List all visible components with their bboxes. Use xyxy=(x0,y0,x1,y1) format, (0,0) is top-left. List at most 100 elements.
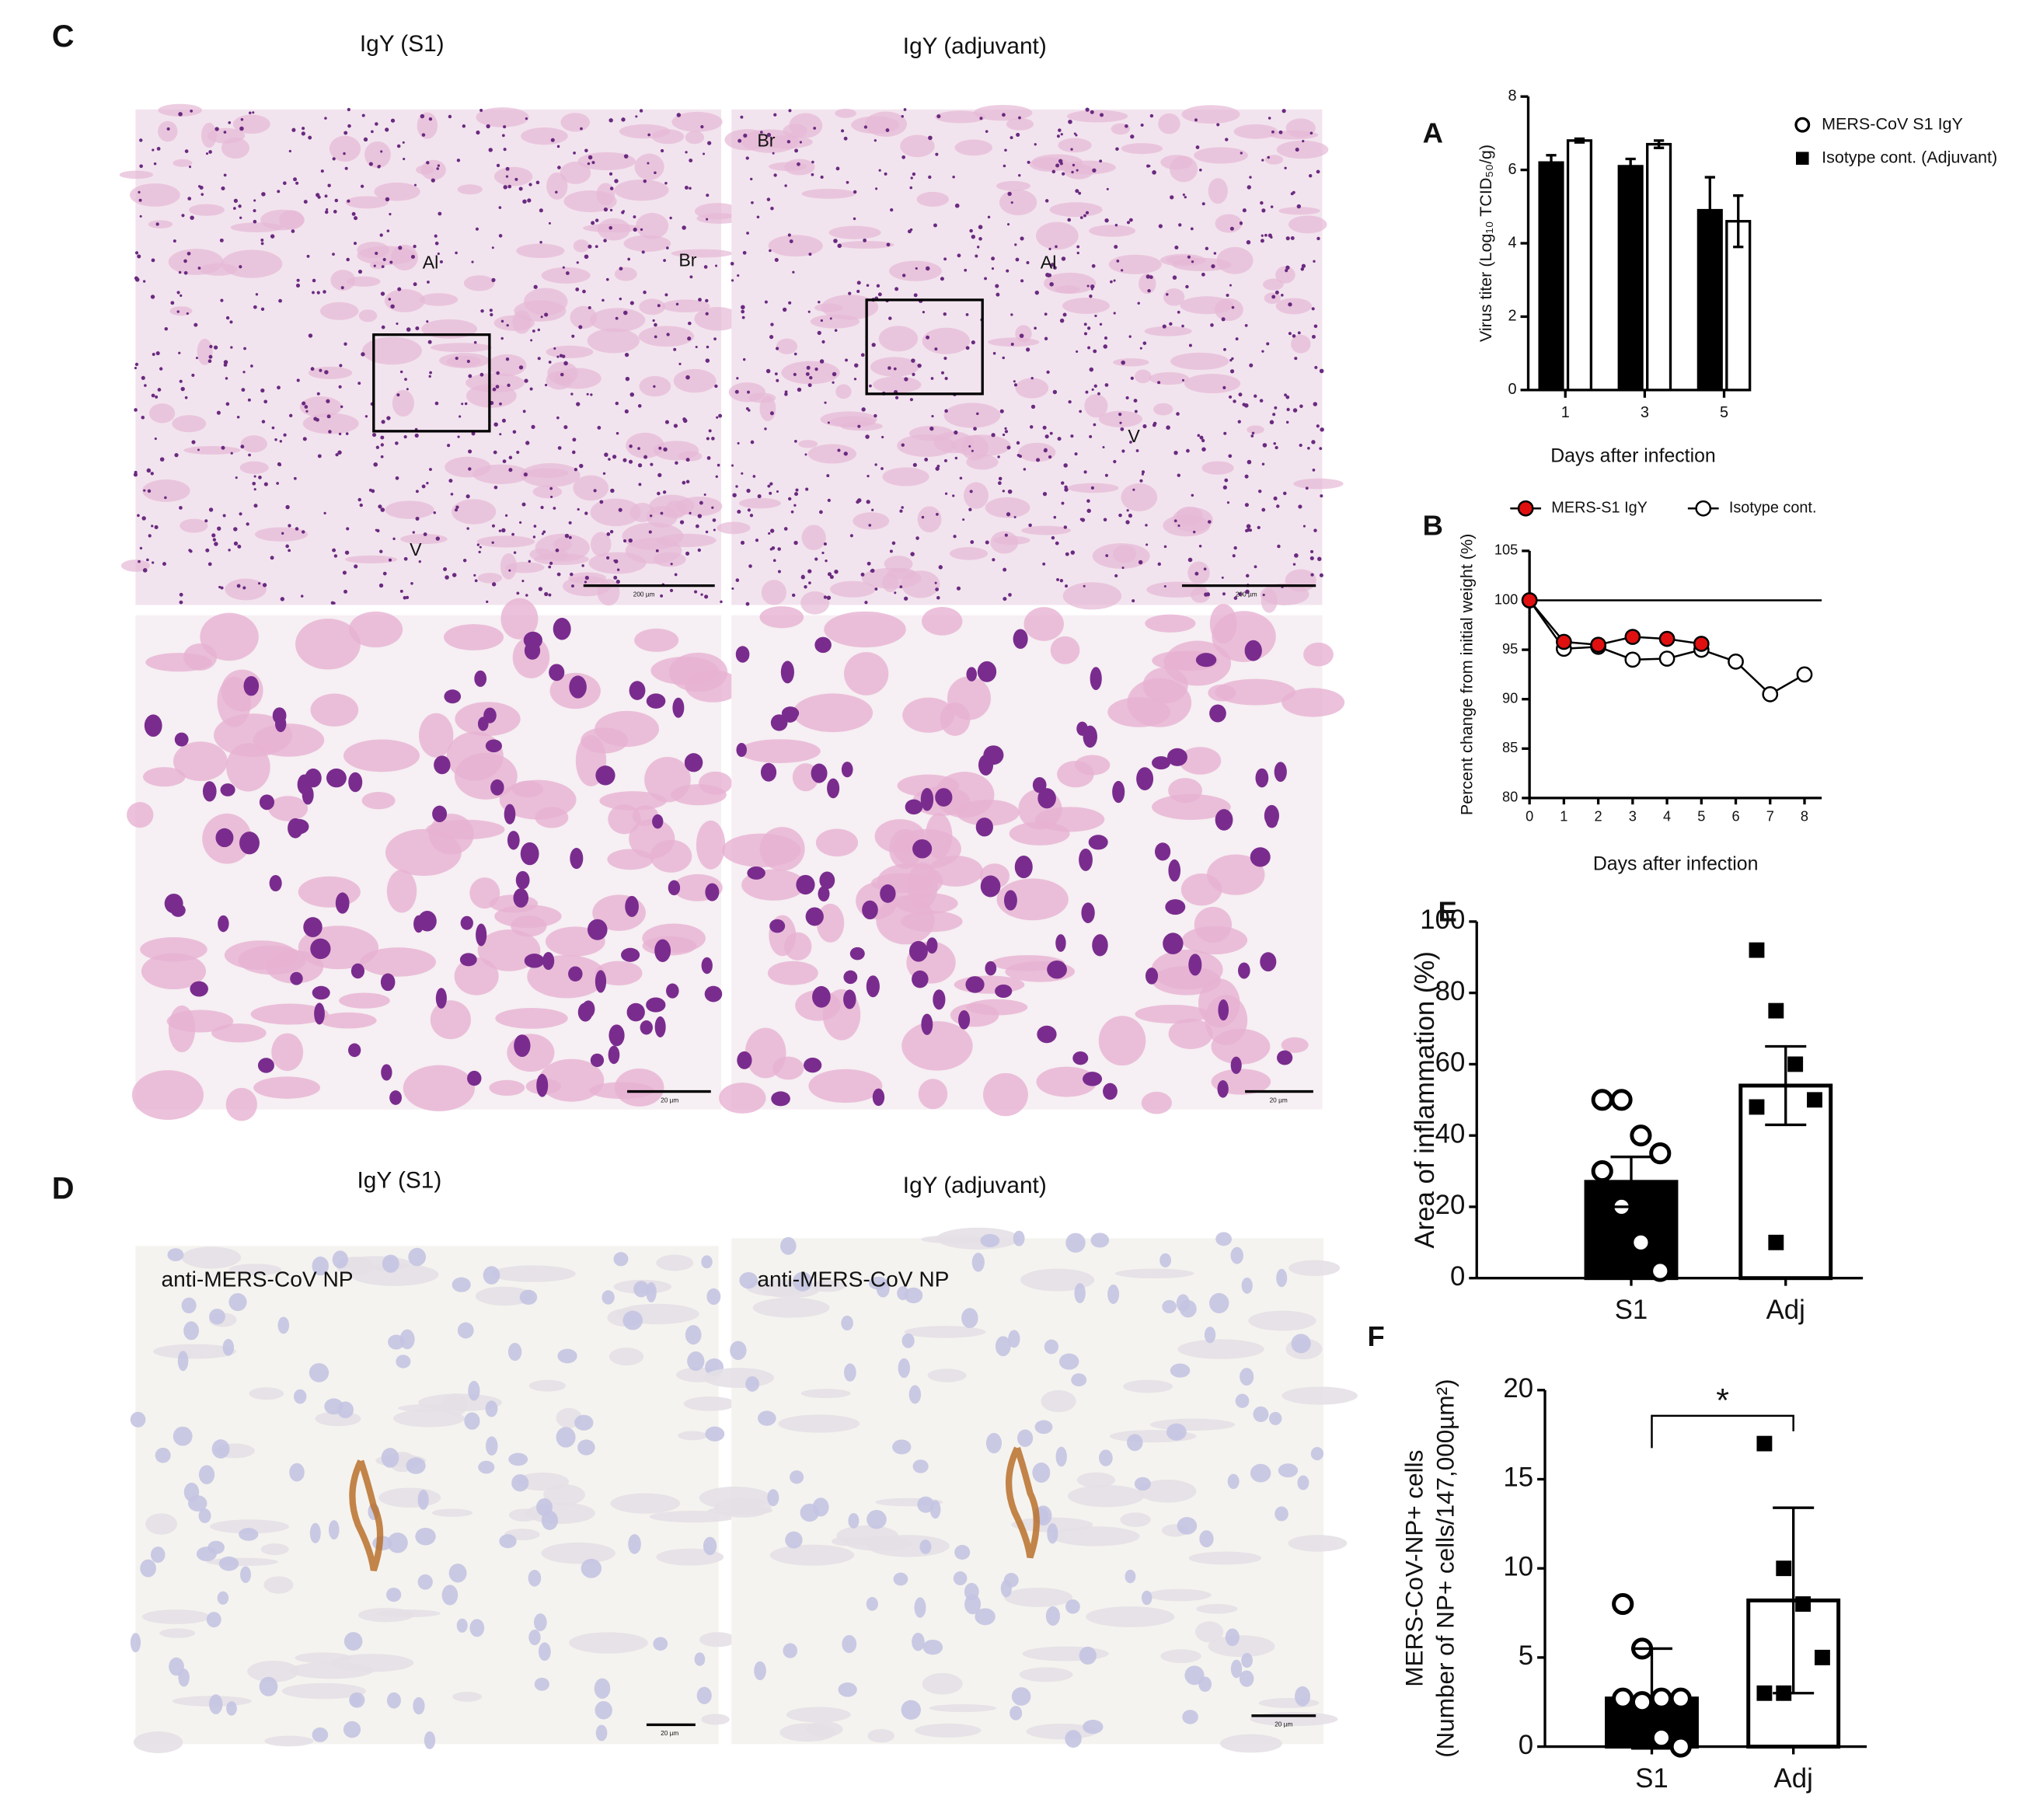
nucleus xyxy=(1278,1463,1299,1478)
nucleus xyxy=(1010,343,1014,347)
nucleus xyxy=(1102,445,1105,449)
nucleus xyxy=(418,560,421,563)
nucleus xyxy=(455,357,459,361)
tissue-strand xyxy=(225,578,267,601)
nucleus xyxy=(628,1534,641,1554)
nucleus xyxy=(312,291,315,295)
nucleus xyxy=(221,186,225,190)
nucleus xyxy=(184,396,188,399)
tissue-strand xyxy=(1216,246,1254,274)
nucleus xyxy=(978,237,982,241)
tissue-strand xyxy=(516,243,565,259)
nucleus xyxy=(819,510,823,514)
tissue-strand xyxy=(878,326,919,352)
roi-box xyxy=(865,298,984,396)
tissue-strand xyxy=(533,553,589,566)
nucleus xyxy=(622,1310,643,1330)
nucleus xyxy=(912,372,915,376)
legend-label: MERS-CoV S1 IgY xyxy=(1822,114,1963,133)
legend-label: Isotype cont. (Adjuvant) xyxy=(1822,148,1997,166)
nucleus xyxy=(270,556,274,560)
nucleus xyxy=(792,270,795,274)
nucleus xyxy=(209,344,213,349)
nucleus xyxy=(1288,302,1292,307)
nucleus xyxy=(1023,468,1027,471)
nucleus xyxy=(849,534,853,538)
cell xyxy=(925,813,953,859)
nucleus xyxy=(860,572,865,577)
nucleus xyxy=(736,742,747,758)
nucleus xyxy=(1145,968,1159,985)
tissue-strand xyxy=(346,276,381,287)
nucleus xyxy=(483,707,497,723)
nucleus xyxy=(434,234,438,238)
nucleus xyxy=(1141,1590,1152,1606)
nucleus xyxy=(621,117,626,122)
nucleus xyxy=(1097,392,1100,396)
nucleus xyxy=(237,544,242,549)
x-tick-label: 6 xyxy=(1731,809,1739,825)
nucleus xyxy=(240,445,245,449)
nucleus xyxy=(375,445,380,449)
nucleus xyxy=(1076,245,1080,249)
nucleus xyxy=(1222,592,1226,596)
nucleus xyxy=(247,398,251,402)
nucleus xyxy=(530,339,533,342)
nucleus xyxy=(524,641,541,660)
region-label: V xyxy=(1128,426,1140,446)
nucleus xyxy=(1118,513,1122,518)
nucleus xyxy=(553,507,556,510)
nucleus xyxy=(897,1286,909,1301)
nucleus xyxy=(614,179,619,183)
nucleus xyxy=(537,357,541,361)
y-tick-label: 6 xyxy=(1508,161,1517,178)
nucleus xyxy=(924,458,929,462)
nucleus xyxy=(764,300,768,304)
tissue-strand xyxy=(299,396,342,417)
nucleus xyxy=(591,161,595,165)
tissue-strand xyxy=(701,1714,730,1725)
nucleus xyxy=(222,1338,235,1356)
nucleus xyxy=(155,1447,171,1463)
nucleus xyxy=(609,187,614,190)
nucleus xyxy=(1261,234,1264,237)
nucleus xyxy=(1085,211,1090,214)
tissue-strand xyxy=(228,1264,282,1276)
cell xyxy=(918,1079,948,1110)
nucleus xyxy=(151,258,155,263)
tissue-strand xyxy=(882,573,899,593)
nucleus xyxy=(1121,269,1124,272)
nucleus xyxy=(1286,407,1290,412)
cell xyxy=(1198,978,1240,1028)
nucleus xyxy=(646,1281,657,1302)
tissue-strand xyxy=(678,451,703,462)
nucleus xyxy=(556,416,560,420)
nucleus xyxy=(737,1051,752,1069)
nucleus xyxy=(396,144,401,148)
nucleus xyxy=(320,169,324,173)
nucleus xyxy=(296,278,300,282)
nucleus xyxy=(432,805,448,823)
nucleus xyxy=(1163,584,1166,588)
nucleus xyxy=(579,463,584,469)
nucleus xyxy=(820,319,824,323)
tissue-strand xyxy=(769,162,807,171)
nucleus xyxy=(594,1678,611,1699)
nucleus xyxy=(170,301,175,305)
nucleus xyxy=(933,223,937,228)
nucleus xyxy=(1294,553,1299,558)
nucleus xyxy=(257,1058,274,1073)
nucleus xyxy=(426,320,429,323)
nucleus xyxy=(1276,1268,1288,1288)
cell xyxy=(793,693,874,733)
nucleus xyxy=(548,221,551,225)
nucleus xyxy=(1299,404,1303,409)
nucleus xyxy=(556,572,561,577)
scale-label: 20 µm xyxy=(1275,1721,1292,1728)
nucleus xyxy=(1042,425,1047,430)
nucleus xyxy=(398,246,403,250)
cell xyxy=(469,877,500,909)
nucleus xyxy=(703,1536,717,1556)
nucleus xyxy=(156,146,161,151)
nucleus xyxy=(615,401,619,406)
